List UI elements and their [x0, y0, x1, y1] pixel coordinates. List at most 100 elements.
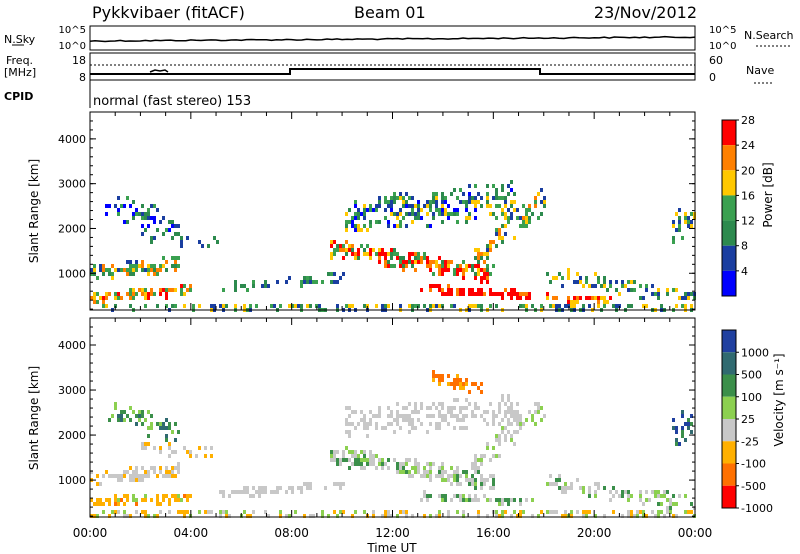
power-cell	[603, 304, 606, 308]
power-cell	[213, 236, 216, 240]
velocity-cell	[432, 370, 435, 374]
power-cell	[336, 280, 339, 284]
power-cell	[555, 304, 558, 308]
power-cell	[369, 204, 372, 208]
power-cell	[615, 280, 618, 284]
velocity-cell	[507, 410, 510, 414]
velocity-cell	[429, 478, 432, 482]
power-cell	[522, 204, 525, 208]
velocity-cell	[246, 514, 249, 518]
velocity-cell	[426, 430, 429, 434]
power-cell	[552, 304, 555, 308]
power-cell	[90, 272, 93, 276]
power-cell	[423, 252, 426, 256]
power-cell	[651, 284, 654, 288]
power-cell	[417, 256, 420, 260]
power-cell	[483, 292, 486, 296]
velocity-cell	[141, 410, 144, 414]
power-cell	[429, 268, 432, 272]
power-cell	[93, 300, 96, 304]
velocity-cell	[474, 462, 477, 466]
power-cell	[432, 196, 435, 200]
velocity-cell	[456, 510, 459, 514]
velocity-cell	[438, 422, 441, 426]
velocity-cell	[138, 478, 141, 482]
power-cell	[486, 272, 489, 276]
power-cell	[393, 196, 396, 200]
velocity-cell	[396, 466, 399, 470]
velocity-cell	[687, 510, 690, 514]
power-cell	[396, 252, 399, 256]
power-cell	[540, 212, 543, 216]
power-cell	[144, 228, 147, 232]
power-cell	[378, 200, 381, 204]
velocity-cell	[471, 414, 474, 418]
velocity-cell	[237, 490, 240, 494]
velocity-cell	[399, 466, 402, 470]
power-cell	[348, 304, 351, 308]
power-cell	[504, 204, 507, 208]
power-cell	[480, 292, 483, 296]
velocity-cell	[612, 494, 615, 498]
power-cell	[396, 224, 399, 228]
power-cell	[687, 224, 690, 228]
power-cell	[510, 188, 513, 192]
velocity-cell	[135, 498, 138, 502]
velocity-cell	[210, 510, 213, 514]
velocity-cell	[582, 514, 585, 518]
power-cell	[489, 248, 492, 252]
power-cell	[489, 272, 492, 276]
power-cell	[480, 204, 483, 208]
power-cell	[444, 196, 447, 200]
velocity-cell	[642, 514, 645, 518]
velocity-cell	[336, 458, 339, 462]
velocity-cell	[501, 430, 504, 434]
power-cell	[609, 296, 612, 300]
power-cell	[255, 304, 258, 308]
velocity-cell	[258, 490, 261, 494]
velocity-cell	[477, 510, 480, 514]
power-cell	[396, 212, 399, 216]
nsky-panel: N.Sky 10^5 10^0 10^5 10^0 N.Search	[4, 25, 794, 52]
power-cell	[132, 292, 135, 296]
power-cell	[390, 200, 393, 204]
power-cell	[468, 192, 471, 196]
velocity-cell	[507, 498, 510, 502]
velocity-cell	[453, 426, 456, 430]
velocity-cell	[492, 482, 495, 486]
velocity-cell	[630, 514, 633, 518]
power-cell	[474, 276, 477, 280]
power-cell	[441, 204, 444, 208]
power-cell	[603, 284, 606, 288]
power-cell	[522, 216, 525, 220]
velocity-cell	[486, 514, 489, 518]
velocity-cell	[510, 514, 513, 518]
velocity-cell	[177, 498, 180, 502]
power-cell	[330, 252, 333, 256]
velocity-cell	[471, 462, 474, 466]
power-cell	[198, 240, 201, 244]
power-cell	[477, 248, 480, 252]
power-cell	[366, 244, 369, 248]
velocity-cell	[408, 422, 411, 426]
power-cell	[162, 216, 165, 220]
power-cell	[411, 304, 414, 308]
velocity-cell	[531, 498, 534, 502]
velocity-cell	[558, 474, 561, 478]
velocity-cell	[342, 450, 345, 454]
power-cell	[678, 208, 681, 212]
velocity-cell	[510, 414, 513, 418]
power-cell	[114, 268, 117, 272]
power-cell	[378, 220, 381, 224]
velocity-cell	[423, 470, 426, 474]
velocity-cell	[375, 466, 378, 470]
power-cell	[297, 304, 300, 308]
velocity-cell	[486, 442, 489, 446]
power-cell	[489, 240, 492, 244]
velocity-cell	[474, 478, 477, 482]
power-cell	[537, 216, 540, 220]
velocity-cell	[690, 430, 693, 434]
power-cell	[474, 204, 477, 208]
velocity-cell	[507, 394, 510, 398]
velocity-ytick-label: 3000	[58, 384, 86, 397]
